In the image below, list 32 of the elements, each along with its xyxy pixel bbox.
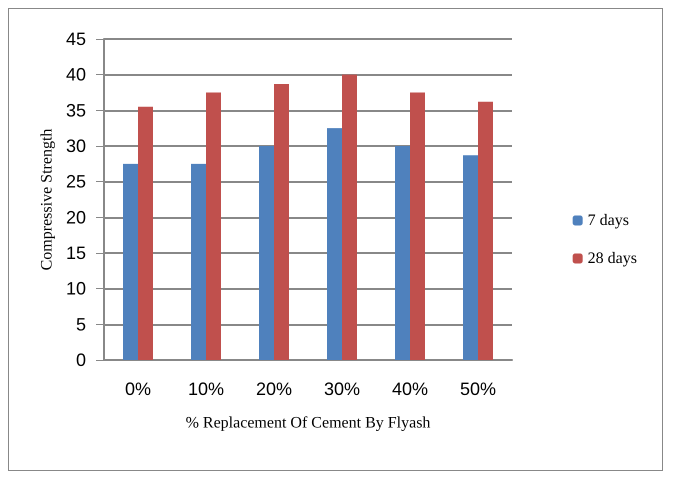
y-tick-label: 10 [66,278,86,299]
y-tick-label: 40 [66,64,86,85]
x-tick-label: 30% [324,379,360,399]
x-tick-label: 50% [460,379,496,399]
y-tick-label: 20 [66,207,86,228]
y-tick-label: 5 [76,314,86,334]
y-tick-label: 15 [66,243,86,263]
bar [191,164,206,360]
bar [463,155,478,360]
bar [342,74,357,360]
x-tick-label: 40% [392,379,428,399]
y-tick-label: 45 [66,29,86,49]
y-tick-label: 30 [66,136,86,156]
bar [206,92,221,360]
legend-label: 7 days [588,212,629,229]
y-axis-title: Compressive Strength [38,128,56,270]
bar [123,164,138,360]
y-tick-label: 0 [76,350,86,370]
x-tick-label: 20% [256,379,292,399]
bar [395,146,410,360]
y-tick-label: 35 [66,100,86,120]
bar [410,92,425,360]
legend-label: 28 days [588,250,637,267]
x-tick-label: 0% [124,379,152,399]
bar [274,84,289,360]
bar [478,102,493,360]
y-tick-label: 25 [66,172,86,192]
bar [327,128,342,360]
x-tick-label: 10% [188,379,224,399]
bar [138,106,153,360]
bar [259,146,274,360]
x-axis-title: % Replacement Of Cement By Flyash [186,414,430,432]
